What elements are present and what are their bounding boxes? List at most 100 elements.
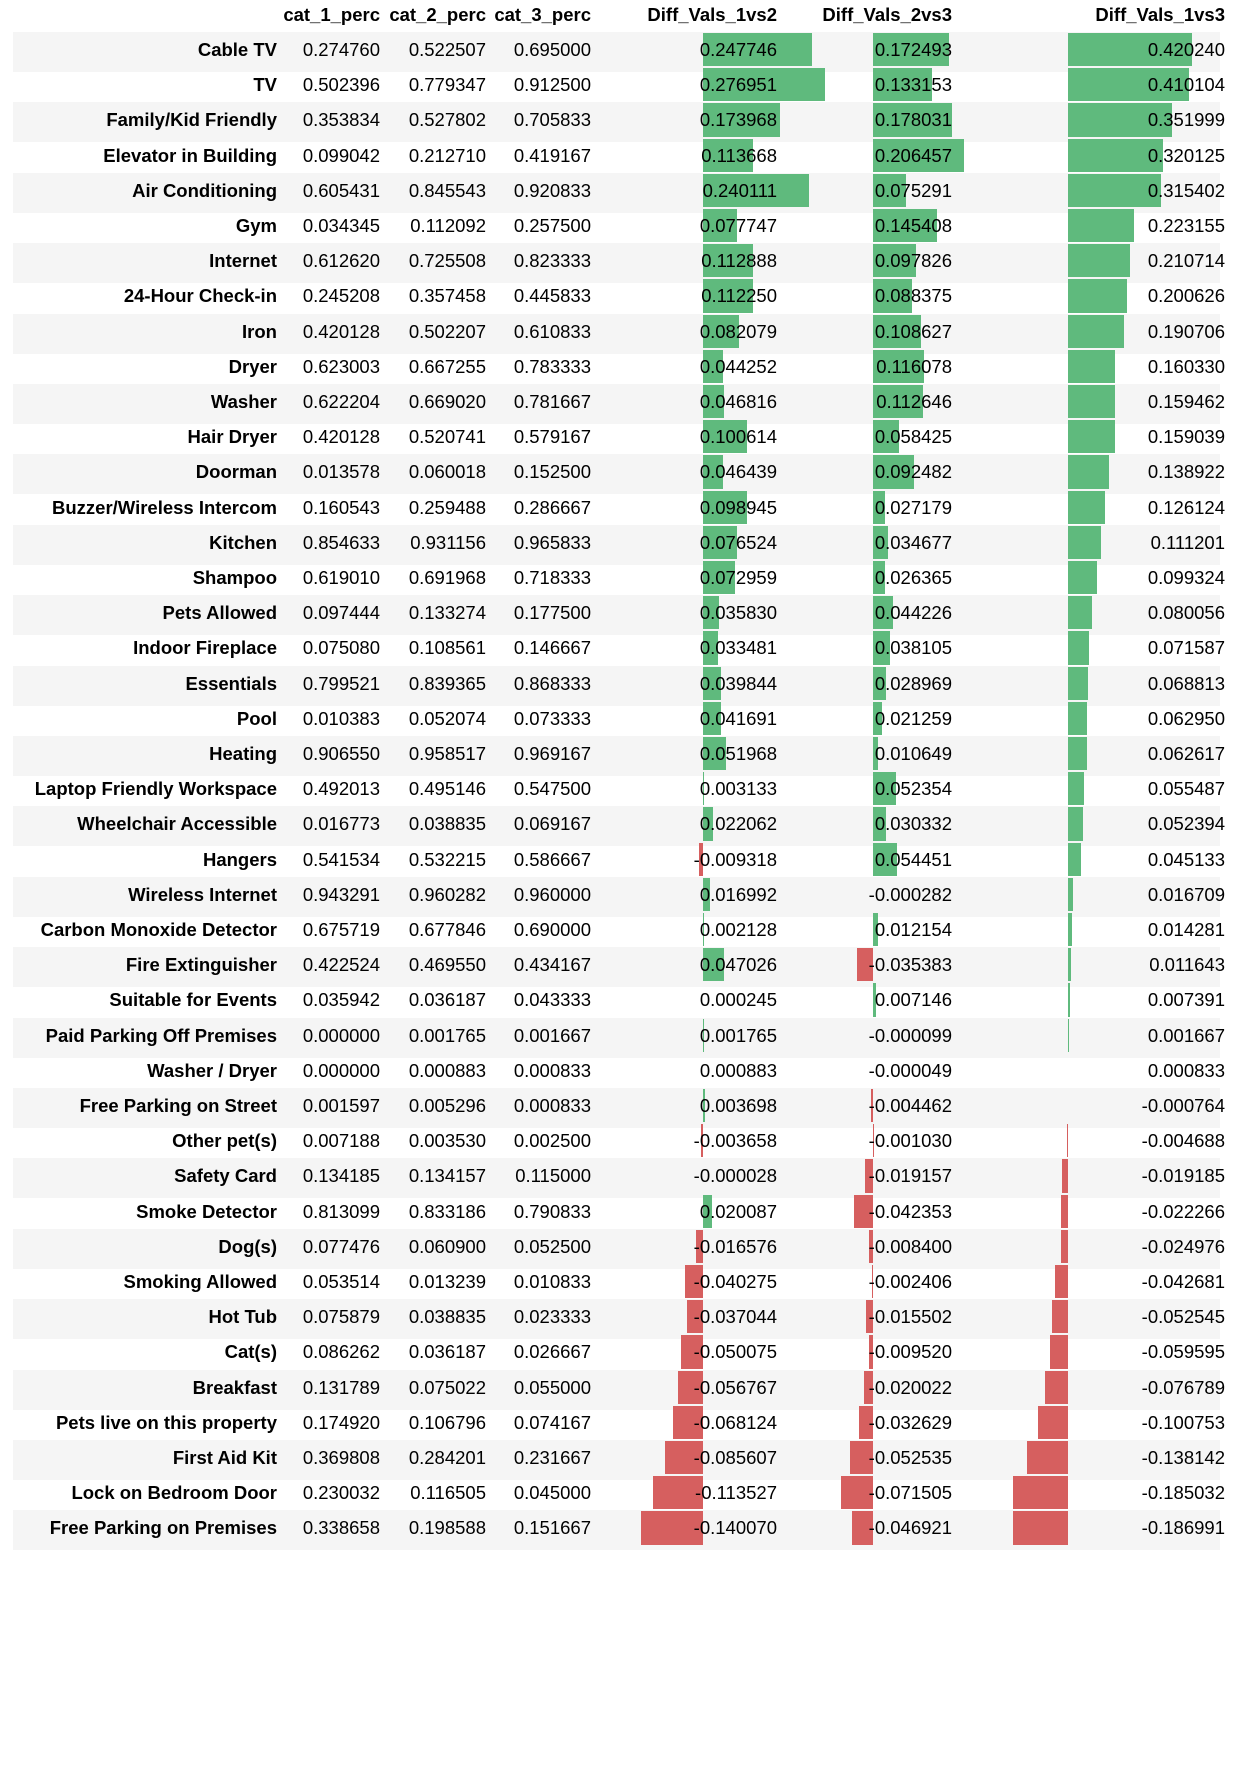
diff-1vs3-cell: 0.351999: [1147, 109, 1225, 131]
cat-1-perc-cell: 0.000000: [302, 1024, 380, 1046]
diff-1vs2-bar: [703, 173, 809, 207]
cat-2-perc-cell: 0.013239: [408, 1271, 486, 1292]
table-row: [13, 595, 1220, 636]
row-label: Suitable for Events: [109, 989, 277, 1011]
cat-2-perc-cell: 0.669020: [408, 391, 486, 412]
diff-2vs3-bar: [873, 596, 893, 630]
table-row: [13, 1299, 1220, 1340]
diff-1vs3-bar: [1027, 1441, 1068, 1475]
diff-1vs3-cell: 0.052394: [1147, 813, 1225, 835]
diff-2vs3-cell: -0.046921: [868, 1517, 952, 1539]
diff-1vs2-bar: [703, 701, 722, 735]
row-label: Pets live on this property: [55, 1411, 277, 1433]
diff-1vs3-cell: 0.210714: [1147, 250, 1225, 272]
cat-2-perc-cell: 0.075022: [408, 1376, 486, 1398]
cat-2-perc-cell: 0.212710: [408, 144, 486, 166]
cat-3-perc-cell: 0.790833: [513, 1200, 591, 1222]
diff-1vs3-bar: [1068, 631, 1090, 665]
diff-1vs3-cell: 0.014281: [1147, 919, 1225, 940]
cat-3-perc-cell: 0.023333: [513, 1306, 591, 1328]
diff-1vs2-bar: [652, 1476, 703, 1510]
diff-1vs2-bar: [703, 948, 724, 982]
diff-2vs3-cell: -0.035383: [868, 954, 952, 976]
cat-3-perc-cell: 0.152500: [513, 461, 591, 483]
diff-2vs3-bar: [849, 1441, 873, 1475]
diff-1vs3-cell: 0.016709: [1147, 883, 1225, 905]
cat-2-perc-cell: 0.357458: [408, 285, 486, 307]
diff-2vs3-cell: -0.019157: [868, 1165, 952, 1187]
cat-2-perc-cell: 0.112092: [410, 215, 486, 236]
diff-1vs2-cell: 0.077747: [699, 215, 777, 236]
diff-1vs3-bar: [1068, 33, 1193, 67]
diff-1vs3-bar: [1068, 314, 1125, 348]
diff-1vs3-bar: [1068, 349, 1116, 383]
diff-2vs3-bar: [857, 948, 873, 982]
diff-1vs2-cell: 0.039844: [699, 672, 777, 694]
diff-2vs3-bar: [873, 807, 887, 841]
row-label: 24-Hour Check-in: [123, 285, 277, 307]
diff-1vs2-cell: 0.033481: [699, 637, 777, 659]
cat-1-perc-cell: 0.369808: [302, 1447, 380, 1468]
diff-2vs3-bar: [873, 455, 914, 489]
diff-2vs3-cell: 0.021259: [874, 707, 952, 729]
diff-1vs3-cell: 0.111201: [1150, 531, 1225, 553]
diff-2vs3-header: Diff_Vals_2vs3: [822, 4, 952, 25]
diff-1vs2-bar: [703, 631, 718, 665]
cat-3-perc-cell: 0.257500: [513, 215, 591, 236]
diff-2vs3-bar: [873, 349, 925, 383]
diff-1vs2-bar: [703, 490, 747, 524]
diff-2vs3-bar: [864, 1370, 873, 1404]
diff-1vs3-bar: [1068, 913, 1073, 947]
diff-1vs2-cell: 0.016992: [699, 883, 777, 905]
diff-2vs3-bar: [873, 983, 877, 1017]
cat-2-perc-cell: 0.833186: [408, 1200, 486, 1222]
diff-1vs3-cell: 0.200626: [1147, 285, 1225, 307]
cat-2-perc-cell: 0.060900: [408, 1235, 486, 1257]
diff-2vs3-cell: -0.071505: [868, 1482, 952, 1504]
cat-1-perc-cell: 0.353834: [302, 109, 380, 131]
table-row: [13, 32, 1220, 72]
diff-2vs3-bar: [871, 1265, 873, 1299]
diff-1vs3-cell: -0.000764: [1141, 1095, 1225, 1116]
diff-1vs2-bar: [686, 1300, 703, 1334]
cat-1-perc-cell: 0.943291: [302, 883, 380, 905]
diff-2vs3-cell: -0.001030: [868, 1130, 952, 1152]
diff-1vs2-cell: -0.016576: [693, 1235, 777, 1257]
row-label: TV: [253, 74, 277, 96]
diff-1vs2-cell: 0.001765: [699, 1024, 777, 1046]
diff-2vs3-bar: [873, 490, 885, 524]
diff-1vs2-cell: 0.044252: [699, 355, 777, 377]
cat-3-perc-cell: 0.920833: [513, 179, 591, 201]
diff-2vs3-bar: [873, 772, 897, 806]
diff-1vs2-bar: [672, 1405, 703, 1439]
diff-2vs3-bar: [866, 1300, 873, 1334]
row-label: Dog(s): [218, 1235, 277, 1257]
cat-3-perc-cell: 0.610833: [513, 320, 591, 342]
diff-1vs2-bar: [677, 1370, 703, 1404]
diff-2vs3-cell: -0.000282: [868, 883, 952, 905]
diff-1vs3-bar: [1038, 1405, 1068, 1439]
diff-1vs3-cell: 0.410104: [1147, 74, 1225, 96]
diff-2vs3-bar: [873, 314, 921, 348]
cat-1-perc-cell: 0.906550: [302, 743, 380, 764]
diff-1vs2-bar: [703, 138, 754, 172]
cat-3-perc-cell: 0.146667: [513, 637, 591, 659]
cat-3-perc-cell: 0.074167: [513, 1411, 591, 1433]
diff-1vs2-cell: 0.035830: [699, 602, 777, 624]
diff-1vs2-cell: 0.112888: [701, 250, 777, 272]
diff-1vs2-bar: [703, 279, 753, 313]
diff-1vs2-bar: [701, 1124, 703, 1158]
diff-1vs2-bar: [703, 807, 713, 841]
diff-2vs3-cell: 0.206457: [874, 144, 952, 166]
diff-1vs3-bar: [1068, 948, 1072, 982]
table-row: [13, 172, 1220, 213]
row-label: Other pet(s): [172, 1130, 277, 1152]
diff-2vs3-cell: 0.027179: [874, 496, 952, 518]
diff-1vs3-bar: [1066, 1124, 1068, 1158]
diff-1vs2-cell: 0.046439: [699, 461, 777, 483]
cat-2-perc-cell: 0.958517: [408, 743, 486, 764]
row-label: Family/Kid Friendly: [106, 109, 277, 131]
diff-1vs2-cell: 0.000245: [699, 989, 777, 1011]
cat-1-perc-cell: 0.077476: [302, 1235, 380, 1257]
diff-2vs3-bar: [854, 1194, 873, 1228]
